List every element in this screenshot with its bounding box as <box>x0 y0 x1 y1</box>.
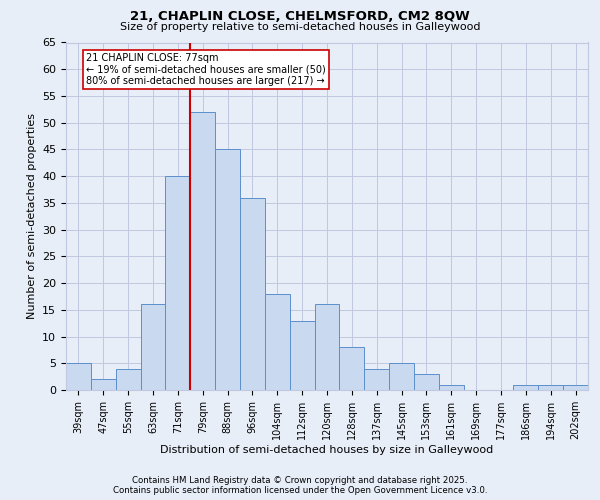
Text: Contains HM Land Registry data © Crown copyright and database right 2025.
Contai: Contains HM Land Registry data © Crown c… <box>113 476 487 495</box>
Bar <box>538 384 563 390</box>
Bar <box>265 294 290 390</box>
Text: Size of property relative to semi-detached houses in Galleywood: Size of property relative to semi-detach… <box>120 22 480 32</box>
Bar <box>240 198 265 390</box>
Bar <box>166 176 190 390</box>
Y-axis label: Number of semi-detached properties: Number of semi-detached properties <box>26 114 37 320</box>
Bar <box>340 347 364 390</box>
Bar <box>314 304 340 390</box>
Bar <box>389 364 414 390</box>
Bar <box>190 112 215 390</box>
Bar <box>514 384 538 390</box>
Text: 21 CHAPLIN CLOSE: 77sqm
← 19% of semi-detached houses are smaller (50)
80% of se: 21 CHAPLIN CLOSE: 77sqm ← 19% of semi-de… <box>86 53 326 86</box>
Bar <box>91 380 116 390</box>
Bar <box>563 384 588 390</box>
Bar <box>290 320 314 390</box>
Bar <box>414 374 439 390</box>
Text: 21, CHAPLIN CLOSE, CHELMSFORD, CM2 8QW: 21, CHAPLIN CLOSE, CHELMSFORD, CM2 8QW <box>130 10 470 23</box>
Bar <box>439 384 464 390</box>
X-axis label: Distribution of semi-detached houses by size in Galleywood: Distribution of semi-detached houses by … <box>160 444 494 454</box>
Bar <box>116 368 140 390</box>
Bar <box>364 368 389 390</box>
Bar <box>66 364 91 390</box>
Bar <box>140 304 166 390</box>
Bar <box>215 150 240 390</box>
